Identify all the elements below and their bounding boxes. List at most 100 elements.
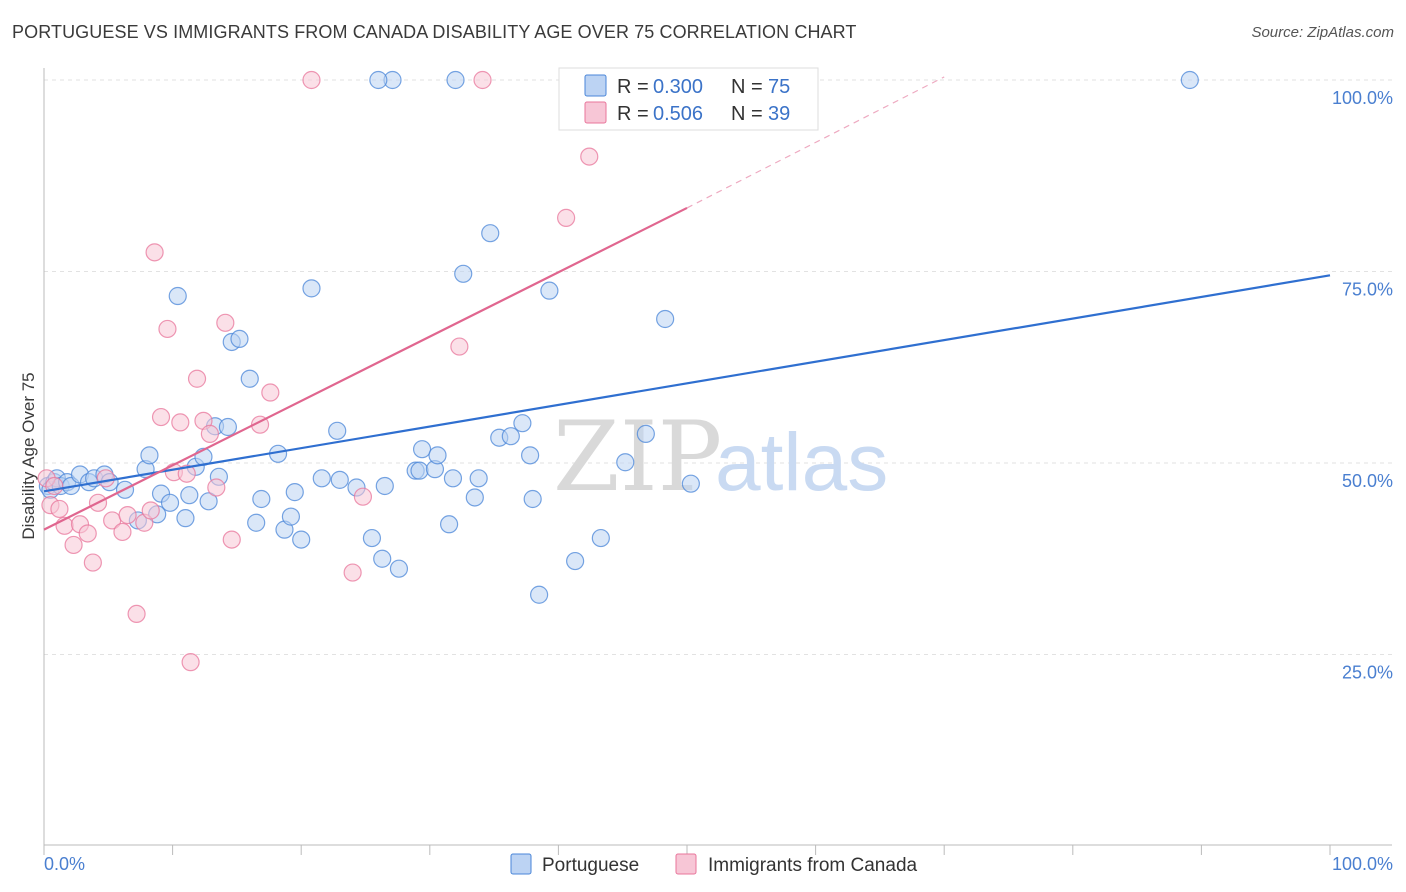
- portuguese-point: [540, 281, 559, 300]
- canada-point: [450, 337, 469, 356]
- legend-n-value-canada: 39: [768, 103, 790, 125]
- canada-point: [557, 208, 576, 227]
- portuguese-point: [218, 417, 237, 437]
- watermark: ZIP atlas: [553, 401, 888, 513]
- correlation-legend: R = 0.300 N = 75 R = 0.506 N = 39: [558, 67, 819, 131]
- portuguese-point: [501, 427, 520, 446]
- series-legend-swatch-canada: [675, 853, 697, 875]
- trend-line-canada-extension: [686, 76, 945, 209]
- portuguese-point: [636, 424, 655, 443]
- y-tick-label-25: 25.0%: [1342, 663, 1393, 683]
- portuguese-point: [281, 507, 301, 526]
- portuguese-point: [465, 488, 484, 507]
- y-tick-label-100: 100.0%: [1332, 88, 1393, 108]
- portuguese-point: [523, 489, 542, 509]
- portuguese-point: [446, 70, 465, 90]
- y-tick-label-75: 75.0%: [1342, 280, 1393, 300]
- watermark-atlas: atlas: [715, 417, 888, 508]
- canada-point: [96, 469, 115, 488]
- series-legend-label-portuguese: Portuguese: [542, 855, 639, 876]
- legend-n-label-canada: N =: [731, 103, 763, 125]
- portuguese-point: [521, 446, 540, 465]
- portuguese-point: [302, 279, 321, 298]
- y-axis-label: Disability Age Over 75: [19, 372, 38, 539]
- portuguese-point: [656, 309, 675, 329]
- portuguese-point: [247, 513, 266, 532]
- canada-point: [302, 70, 321, 90]
- canada-point: [127, 604, 146, 624]
- portuguese-point: [443, 469, 463, 488]
- canada-point: [177, 464, 196, 483]
- portuguese-point: [681, 474, 700, 493]
- canada-point: [187, 369, 207, 388]
- portuguese-point: [373, 549, 392, 568]
- canada-point: [200, 424, 219, 443]
- portuguese-point: [566, 551, 585, 571]
- canada-point: [207, 478, 226, 497]
- portuguese-point: [285, 483, 304, 502]
- trend-line-portuguese: [43, 274, 1331, 493]
- canada-point: [151, 407, 171, 427]
- trend-lines: [43, 76, 1331, 531]
- canada-point: [343, 563, 362, 582]
- canada-point: [181, 653, 200, 672]
- source-credit: Source: ZipAtlas.com: [1251, 24, 1394, 41]
- canada-point: [118, 505, 137, 525]
- canada-point: [50, 499, 69, 519]
- portuguese-point: [428, 446, 447, 465]
- portuguese-point: [530, 585, 549, 604]
- canada-point: [64, 535, 83, 555]
- series-portuguese-points: [38, 70, 1199, 604]
- chart-title: PORTUGUESE VS IMMIGRANTS FROM CANADA DIS…: [12, 22, 857, 42]
- portuguese-point: [469, 469, 488, 488]
- series-legend-label-canada: Immigrants from Canada: [708, 855, 918, 876]
- portuguese-point: [180, 486, 199, 505]
- canada-point: [216, 313, 235, 332]
- portuguese-point: [1180, 70, 1199, 90]
- series-canada-points: [37, 70, 599, 672]
- portuguese-point: [230, 329, 249, 349]
- portuguese-point: [240, 369, 259, 388]
- legend-r-value-portuguese: 0.300: [653, 76, 703, 98]
- series-legend: Portuguese Immigrants from Canada: [510, 853, 918, 876]
- grid-lines: [44, 79, 1392, 655]
- canada-point: [45, 476, 64, 496]
- portuguese-point: [176, 509, 195, 528]
- portuguese-point: [160, 493, 180, 512]
- axes: [43, 68, 1392, 855]
- series-legend-swatch-portuguese: [510, 853, 532, 875]
- portuguese-point: [454, 264, 473, 283]
- portuguese-point: [328, 421, 347, 440]
- legend-swatch-canada: [584, 101, 607, 124]
- canada-point: [113, 522, 132, 542]
- x-tick-labels: 0.0% 100.0%: [44, 854, 1393, 874]
- canada-point: [145, 243, 164, 262]
- portuguese-point: [481, 224, 500, 243]
- canada-point: [158, 319, 177, 339]
- y-tick-label-50: 50.0%: [1342, 471, 1393, 491]
- portuguese-point: [375, 476, 394, 496]
- portuguese-point: [410, 461, 429, 480]
- canada-point: [473, 70, 492, 90]
- portuguese-point: [362, 528, 382, 548]
- portuguese-point: [389, 559, 409, 578]
- canada-point: [78, 524, 97, 543]
- watermark-zip: ZIP: [553, 401, 722, 513]
- legend-r-label-canada: R =: [617, 103, 649, 125]
- x-tick-label-min: 0.0%: [44, 854, 85, 874]
- canada-point: [353, 487, 373, 506]
- canada-point: [261, 383, 280, 402]
- legend-n-label-portuguese: N =: [731, 76, 763, 98]
- y-tick-labels: 25.0% 50.0% 75.0% 100.0%: [1332, 88, 1393, 683]
- canada-point: [171, 413, 190, 432]
- portuguese-point: [412, 440, 432, 459]
- portuguese-point: [591, 528, 610, 548]
- portuguese-point: [252, 489, 271, 509]
- canada-point: [141, 501, 160, 520]
- portuguese-point: [330, 470, 349, 489]
- trend-line-canada: [43, 206, 688, 531]
- legend-swatch-portuguese: [584, 74, 607, 97]
- portuguese-point: [513, 414, 532, 433]
- portuguese-point: [616, 453, 635, 472]
- portuguese-point: [312, 469, 331, 488]
